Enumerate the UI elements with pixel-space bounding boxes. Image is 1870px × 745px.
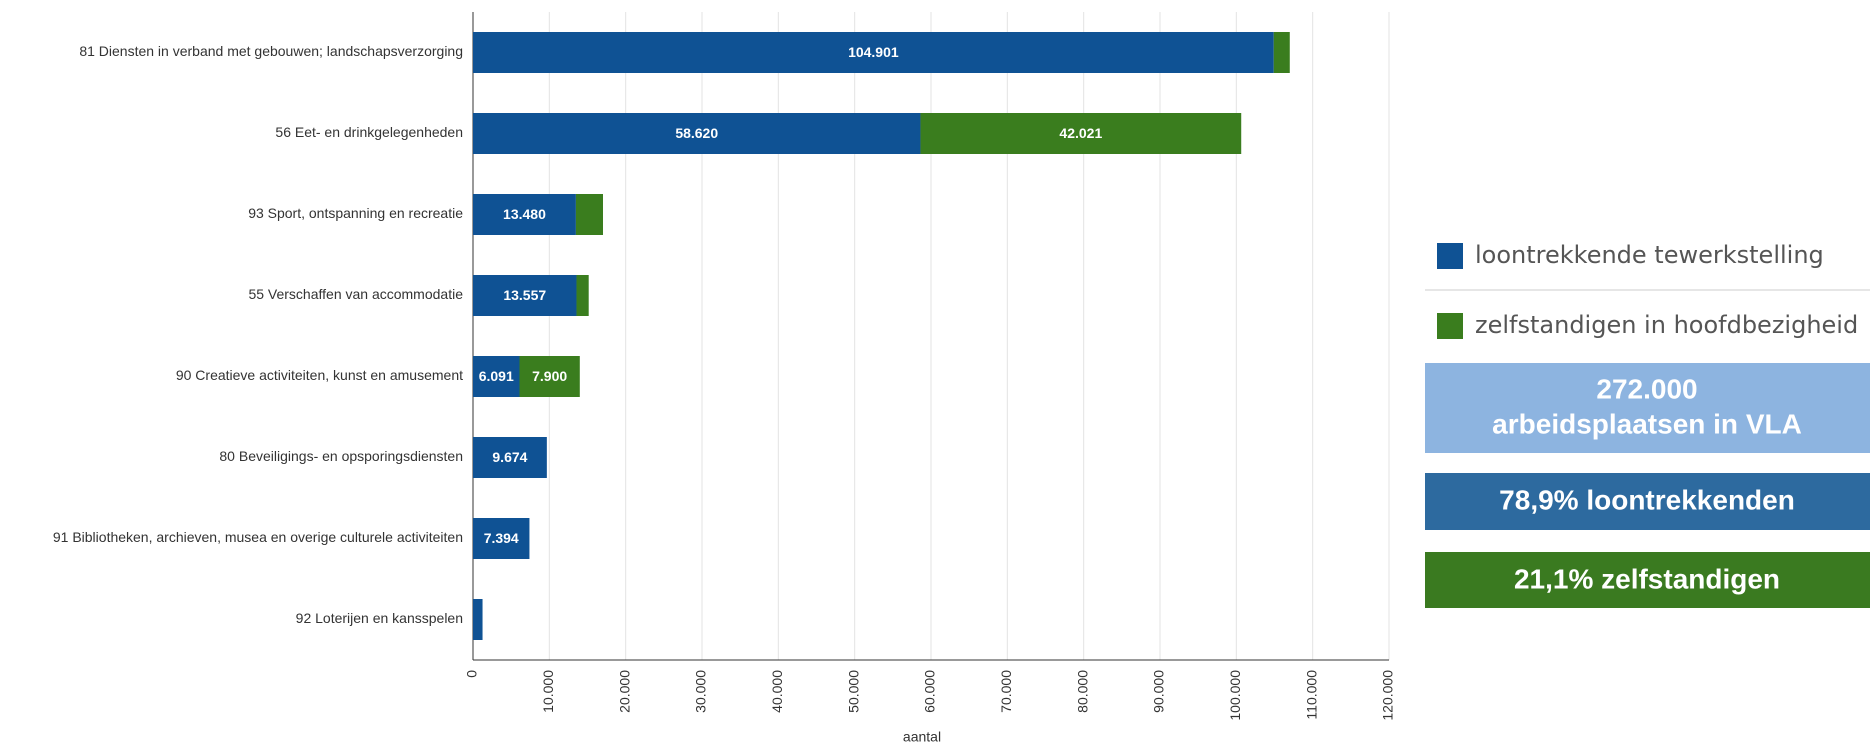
x-tick-label: 60.000 <box>922 670 938 713</box>
bar-segment <box>473 437 547 478</box>
legend-label: zelfstandigen in hoofdbezigheid <box>1475 311 1858 339</box>
x-tick-label: 20.000 <box>616 670 632 713</box>
bar-segment <box>473 275 577 316</box>
legend-label: loontrekkende tewerkstelling <box>1475 241 1824 269</box>
y-tick-label: 92 Loterijen en kansspelen <box>296 610 463 626</box>
x-tick-label: 120.000 <box>1380 670 1396 721</box>
annotation: 272.000 <box>1596 373 1697 404</box>
data-label: 13.557 <box>503 287 546 303</box>
bar-segment <box>473 194 576 235</box>
data-label: 9.674 <box>492 449 527 465</box>
x-tick-label: 0 <box>464 670 480 678</box>
data-label: 6.091 <box>479 368 514 384</box>
y-tick-label: 56 Eet- en drinkgelegenheden <box>275 124 463 140</box>
y-tick-label: 90 Creatieve activiteiten, kunst en amus… <box>176 367 463 383</box>
data-label: 7.394 <box>484 530 519 546</box>
annotation: 21,1% zelfstandigen <box>1514 563 1780 594</box>
y-tick-label: 91 Bibliotheken, archieven, musea en ove… <box>53 529 463 545</box>
x-tick-label: 80.000 <box>1074 670 1090 713</box>
bar-segment <box>473 356 520 397</box>
data-label: 7.900 <box>532 368 567 384</box>
data-label: 42.021 <box>1059 125 1102 141</box>
y-tick-label: 81 Diensten in verband met gebouwen; lan… <box>79 43 463 59</box>
x-tick-label: 100.000 <box>1227 670 1243 721</box>
data-label: 13.480 <box>503 206 546 222</box>
annotation-box <box>1425 363 1870 453</box>
y-tick-label: 55 Verschaffen van accommodatie <box>248 286 463 302</box>
annotation-box <box>1425 552 1870 608</box>
x-tick-label: 30.000 <box>693 670 709 713</box>
x-tick-label: 40.000 <box>769 670 785 713</box>
x-tick-label: 50.000 <box>845 670 861 713</box>
bar-segment <box>473 518 530 559</box>
x-tick-label: 90.000 <box>1151 670 1167 713</box>
legend-swatch <box>1437 313 1463 339</box>
x-axis-label: aantal <box>903 729 941 745</box>
bar-segment <box>473 599 483 640</box>
annotation-box <box>1425 473 1870 530</box>
x-tick-label: 110.000 <box>1303 670 1319 720</box>
x-tick-label: 10.000 <box>540 670 556 713</box>
data-label: 58.620 <box>675 125 718 141</box>
y-tick-label: 80 Beveiligings- en opsporingsdiensten <box>219 448 463 464</box>
annotation: arbeidsplaatsen in VLA <box>1492 408 1802 439</box>
bar-segment <box>576 275 589 316</box>
bar-segment <box>473 113 921 154</box>
annotation: 78,9% loontrekkenden <box>1499 484 1795 515</box>
bar-segment <box>920 113 1242 154</box>
x-tick-label: 70.000 <box>998 670 1014 713</box>
y-tick-label: 93 Sport, ontspanning en recreatie <box>248 205 463 221</box>
bar-segment <box>1273 32 1290 73</box>
legend-swatch <box>1437 243 1463 269</box>
data-label: 104.901 <box>848 44 899 60</box>
bar-segment <box>473 32 1274 73</box>
bar-segment <box>575 194 603 235</box>
bar-segment <box>519 356 580 397</box>
